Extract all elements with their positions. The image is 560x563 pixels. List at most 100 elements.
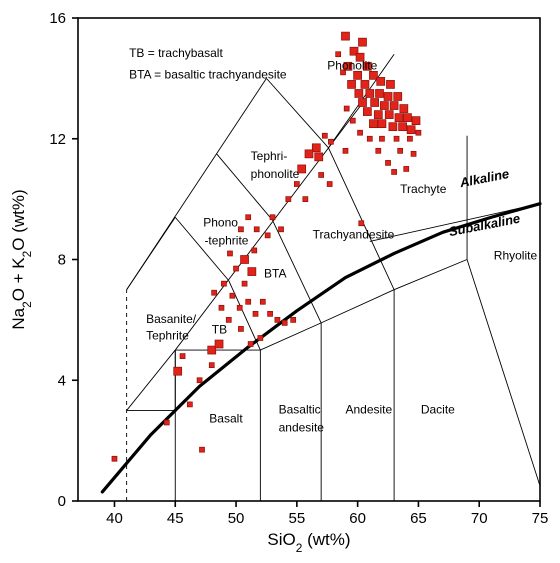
field-label: Basaltic bbox=[279, 402, 321, 416]
data-point bbox=[398, 148, 403, 153]
data-point bbox=[279, 227, 284, 232]
data-point bbox=[238, 326, 243, 331]
data-point bbox=[248, 342, 253, 347]
data-point bbox=[253, 311, 258, 316]
data-point bbox=[412, 117, 420, 125]
x-tick-label: 60 bbox=[349, 510, 366, 527]
data-point bbox=[322, 133, 327, 138]
field-boundary bbox=[467, 260, 540, 486]
data-point bbox=[248, 268, 256, 276]
data-point bbox=[212, 290, 217, 295]
y-tick-label: 8 bbox=[58, 252, 66, 269]
field-boundary bbox=[217, 154, 273, 220]
field-label: Trachyandesite bbox=[313, 227, 395, 241]
data-point bbox=[394, 92, 402, 100]
field-label: Basalt bbox=[209, 412, 243, 426]
data-point bbox=[174, 367, 182, 375]
data-point bbox=[390, 102, 398, 110]
data-point bbox=[215, 340, 223, 348]
data-point bbox=[361, 80, 369, 88]
chart-svg: PhonoliteTephri-phonolitePhono-tephriteT… bbox=[0, 0, 560, 563]
data-point bbox=[389, 123, 397, 131]
data-point bbox=[376, 89, 384, 97]
data-point bbox=[258, 335, 263, 340]
x-tick-label: 65 bbox=[410, 510, 427, 527]
x-axis-label: SiO2 (wt%) bbox=[267, 530, 350, 555]
field-label: phonolite bbox=[251, 167, 300, 181]
field-label: -tephrite bbox=[204, 233, 248, 247]
data-point bbox=[359, 221, 364, 226]
data-point bbox=[327, 182, 332, 187]
field-label: TB bbox=[212, 322, 227, 336]
y-tick-label: 4 bbox=[58, 372, 66, 389]
data-point bbox=[369, 120, 377, 128]
data-point bbox=[328, 139, 333, 144]
data-point bbox=[358, 99, 366, 107]
data-point bbox=[348, 80, 356, 88]
data-point bbox=[358, 38, 366, 46]
data-point bbox=[275, 317, 280, 322]
data-point bbox=[407, 126, 415, 134]
data-point bbox=[369, 71, 377, 79]
data-point bbox=[358, 130, 363, 135]
data-point bbox=[252, 248, 257, 253]
data-point bbox=[219, 305, 224, 310]
field-label: Basanite/ bbox=[146, 312, 197, 326]
data-point bbox=[246, 299, 251, 304]
data-point bbox=[315, 153, 323, 161]
y-tick-label: 12 bbox=[49, 131, 66, 148]
field-label: Phono bbox=[203, 215, 238, 229]
field-label: Tephrite bbox=[146, 328, 189, 342]
data-point bbox=[254, 227, 259, 232]
data-point bbox=[209, 363, 214, 368]
data-point bbox=[392, 169, 397, 174]
field-label: Tephri- bbox=[251, 149, 288, 163]
data-point bbox=[303, 197, 308, 202]
field-boundary bbox=[127, 350, 176, 410]
data-point bbox=[291, 317, 296, 322]
data-point bbox=[237, 305, 242, 310]
data-point bbox=[367, 136, 372, 141]
data-point bbox=[400, 105, 408, 113]
data-point bbox=[378, 120, 386, 128]
data-point bbox=[384, 92, 392, 100]
data-point bbox=[270, 215, 275, 220]
y-axis-label: Na2O + K2O (wt%) bbox=[9, 189, 34, 329]
data-point bbox=[336, 52, 341, 57]
legend-line: TB = trachybasalt bbox=[129, 46, 223, 60]
data-point bbox=[112, 456, 117, 461]
data-point bbox=[341, 32, 349, 40]
data-point bbox=[282, 320, 287, 325]
data-point bbox=[200, 447, 205, 452]
data-point bbox=[268, 311, 273, 316]
y-tick-label: 0 bbox=[58, 493, 66, 510]
data-point bbox=[187, 402, 192, 407]
y-tick-label: 16 bbox=[49, 10, 66, 27]
tas-diagram: PhonoliteTephri-phonolitePhono-tephriteT… bbox=[0, 0, 560, 563]
x-tick-label: 75 bbox=[532, 510, 549, 527]
data-point bbox=[366, 89, 374, 97]
data-point bbox=[265, 233, 270, 238]
data-point bbox=[371, 99, 379, 107]
data-point bbox=[380, 102, 388, 110]
data-point bbox=[355, 89, 363, 97]
data-point bbox=[227, 251, 232, 256]
x-tick-label: 50 bbox=[228, 510, 245, 527]
data-point bbox=[386, 80, 394, 88]
data-point bbox=[180, 354, 185, 359]
data-point bbox=[363, 108, 371, 116]
data-point bbox=[416, 130, 421, 135]
data-point bbox=[241, 256, 249, 264]
data-point bbox=[376, 148, 381, 153]
divider-label: Alkaline bbox=[458, 166, 511, 190]
data-point bbox=[395, 114, 403, 122]
field-label: Rhyolite bbox=[494, 249, 538, 263]
data-point bbox=[344, 106, 349, 111]
field-label: andesite bbox=[279, 421, 325, 435]
field-boundary bbox=[127, 217, 176, 289]
x-tick-label: 55 bbox=[288, 510, 305, 527]
data-point bbox=[350, 118, 355, 123]
data-point bbox=[377, 77, 385, 85]
data-point bbox=[234, 266, 239, 271]
data-point bbox=[343, 148, 348, 153]
